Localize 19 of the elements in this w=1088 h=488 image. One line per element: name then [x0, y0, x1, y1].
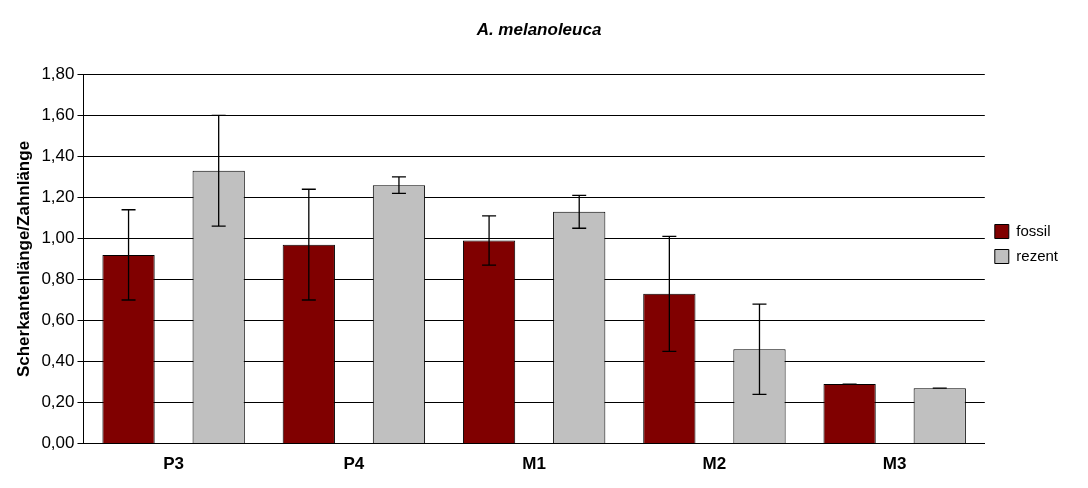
- legend-label: rezent: [1016, 246, 1059, 264]
- y-tick-label: 0,40: [41, 351, 75, 371]
- y-tick-label: 0,00: [41, 433, 75, 453]
- y-tick-label: 1,60: [41, 105, 75, 125]
- y-tick-label: 0,80: [41, 269, 75, 289]
- x-tick-label: M2: [702, 454, 727, 474]
- x-tick-label: P3: [163, 454, 185, 474]
- y-tick-label: 0,60: [41, 310, 75, 330]
- y-tick-label: 1,80: [41, 64, 75, 84]
- y-tick-label: 1,40: [41, 146, 75, 166]
- chart-title: A. melanoleuca: [475, 19, 602, 39]
- legend-label: fossil: [1016, 221, 1051, 239]
- y-tick-label: 1,20: [41, 187, 75, 207]
- y-axis-title: Scherkantenlänge/Zahnlänge: [13, 140, 33, 378]
- y-tick-label: 0,20: [41, 392, 75, 412]
- x-tick-label: M3: [882, 454, 907, 474]
- x-tick-label: P4: [343, 454, 365, 474]
- y-tick-label: 1,00: [41, 228, 75, 248]
- x-tick-label: M1: [522, 454, 546, 474]
